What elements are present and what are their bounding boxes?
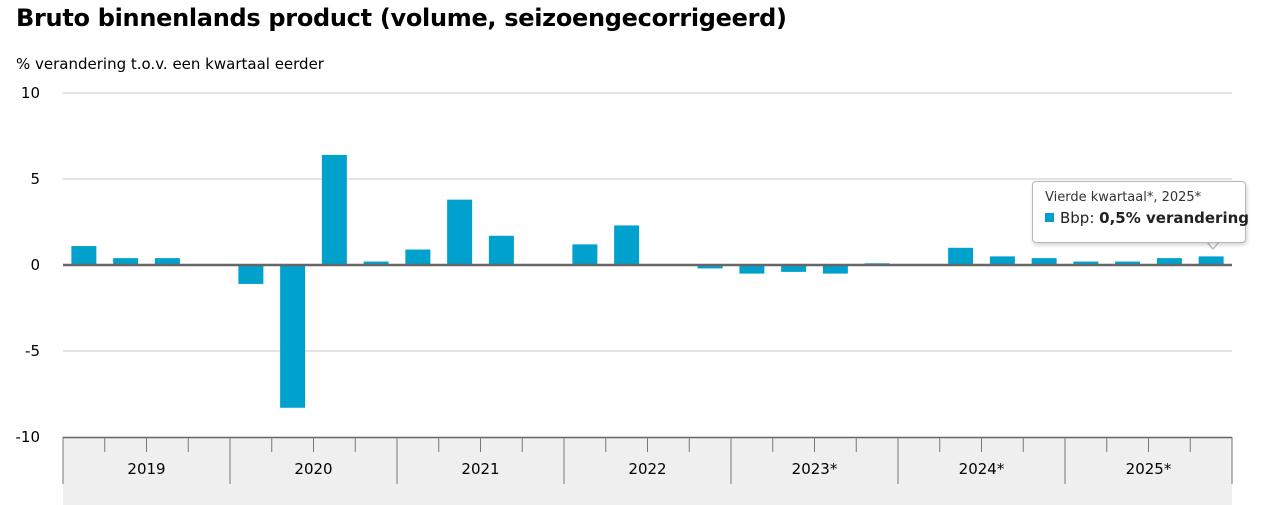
y-tick-label: 10 xyxy=(21,84,40,102)
bar xyxy=(447,199,473,265)
bar xyxy=(113,258,139,265)
bar xyxy=(488,235,514,265)
bar xyxy=(71,246,97,265)
y-tick-label: 5 xyxy=(30,170,40,188)
bar xyxy=(948,247,974,265)
x-year-label: 2021 xyxy=(461,460,499,478)
x-year-label: 2020 xyxy=(294,460,332,478)
bar xyxy=(1073,261,1099,265)
bar xyxy=(154,258,180,265)
x-year-label: 2019 xyxy=(127,460,165,478)
bar xyxy=(822,265,848,274)
bar xyxy=(739,265,765,274)
tooltip: Vierde kwartaal*, 2025* Bbp: 0,5% verand… xyxy=(1032,181,1249,243)
bar xyxy=(1198,256,1224,265)
tooltip-pointer-fill xyxy=(1207,241,1219,248)
chart-title: Bruto binnenlands product (volume, seizo… xyxy=(16,4,787,32)
tooltip-value: 0,5% verandering xyxy=(1099,209,1250,227)
y-tick-label: 0 xyxy=(30,256,40,274)
tooltip-body: Bbp: 0,5% verandering xyxy=(1045,209,1249,227)
bar xyxy=(614,225,640,265)
y-tick-label: -10 xyxy=(16,428,41,446)
x-year-label: 2023* xyxy=(792,460,838,478)
bar xyxy=(280,265,306,408)
bar xyxy=(1115,261,1141,265)
bar xyxy=(238,265,264,284)
bar xyxy=(363,261,389,265)
x-year-label: 2025* xyxy=(1126,460,1172,478)
bar xyxy=(781,265,807,272)
bar xyxy=(1031,258,1057,265)
bar xyxy=(405,249,431,265)
tooltip-separator: : xyxy=(1089,209,1100,227)
bar xyxy=(697,265,723,269)
x-year-label: 2024* xyxy=(959,460,1005,478)
x-year-label: 2022 xyxy=(628,460,666,478)
y-axis-unit-label: % verandering t.o.v. een kwartaal eerder xyxy=(16,55,324,73)
tooltip-series-name: Bbp xyxy=(1060,209,1090,227)
bar xyxy=(321,154,347,265)
bar xyxy=(1156,258,1182,265)
tooltip-header: Vierde kwartaal*, 2025* xyxy=(1045,190,1202,205)
bar xyxy=(572,244,598,265)
y-tick-label: -5 xyxy=(25,342,40,360)
bar xyxy=(989,256,1015,265)
tooltip-series-swatch xyxy=(1045,213,1054,222)
